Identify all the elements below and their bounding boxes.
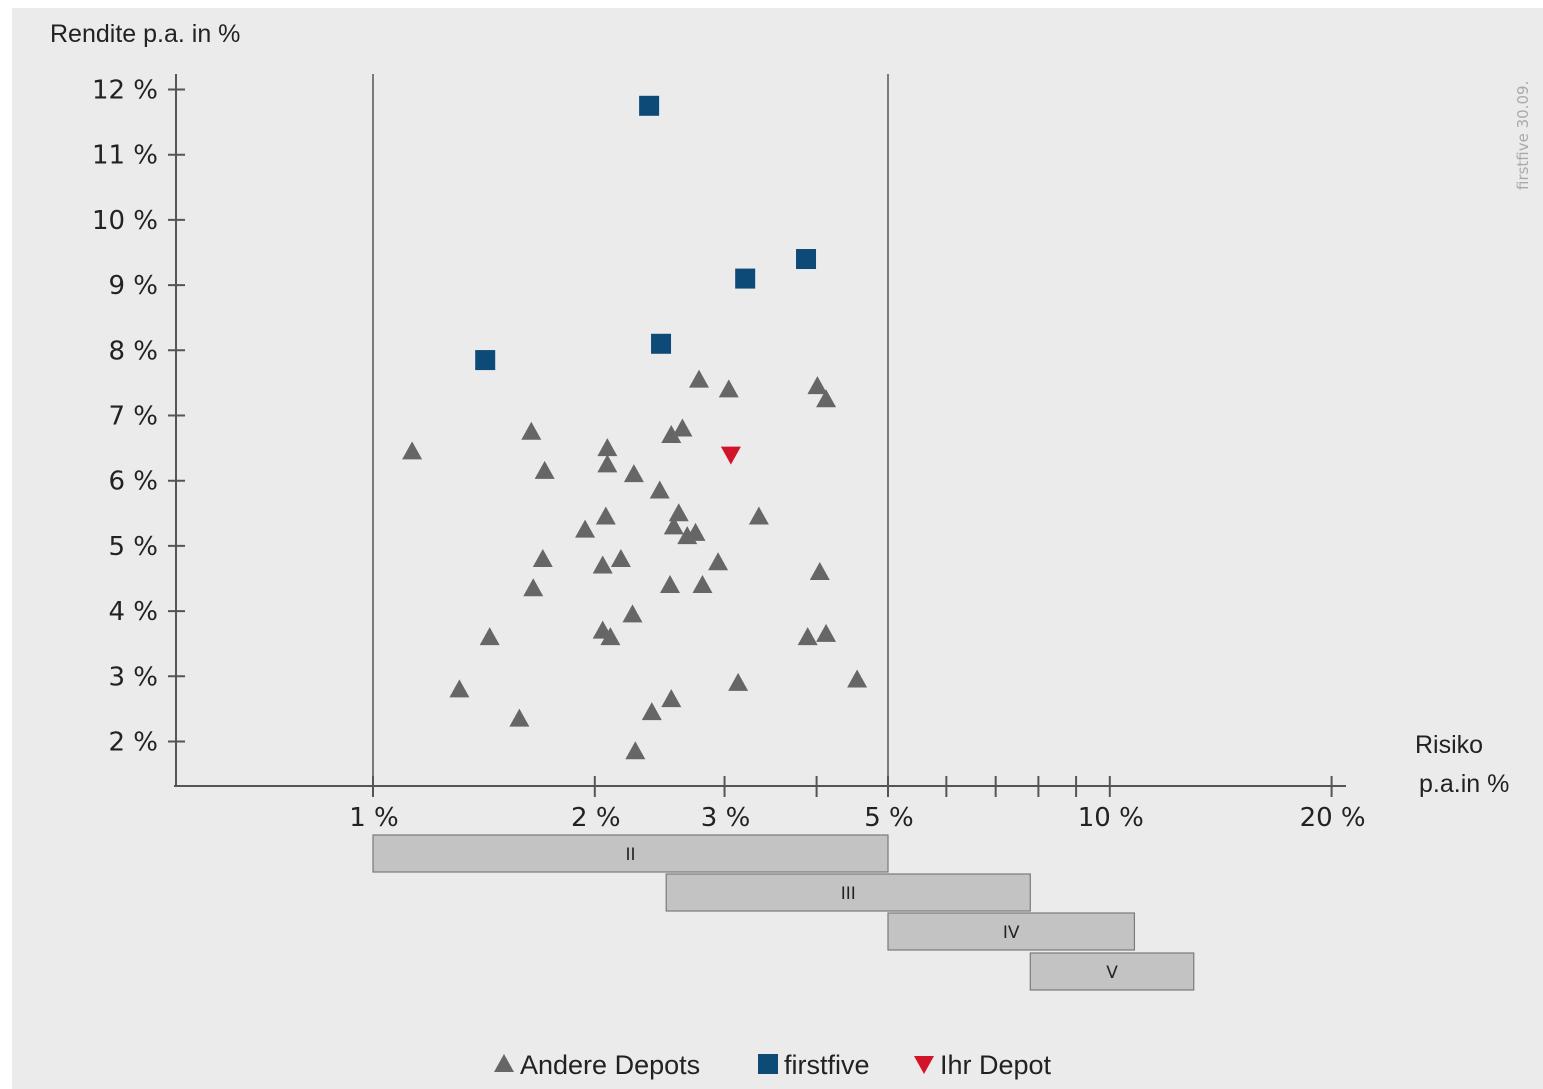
y-tick-label: 9 %	[108, 271, 158, 301]
y-tick-label: 6 %	[108, 467, 158, 497]
y-tick-label: 12 %	[92, 76, 158, 106]
point-andere-depots	[509, 708, 530, 727]
y-tick-label: 10 %	[92, 206, 158, 236]
point-andere-depots	[649, 480, 670, 499]
risk-band-label: IV	[1003, 923, 1020, 943]
data-points	[402, 95, 868, 760]
point-andere-depots	[668, 503, 689, 522]
point-andere-depots	[797, 627, 818, 646]
point-andere-depots	[625, 741, 646, 760]
x-axis-ticks: 1 % 2 % 3 % 5 % 10 % 20 %	[349, 776, 1366, 833]
x-axis-title-line1: Risiko	[1415, 731, 1483, 759]
point-andere-depots	[592, 555, 613, 574]
point-andere-depots	[623, 464, 644, 483]
point-andere-depots	[521, 421, 542, 440]
point-andere-depots	[718, 379, 739, 398]
y-tick-label: 11 %	[92, 141, 158, 171]
point-andere-depots	[402, 441, 423, 460]
point-andere-depots	[847, 669, 868, 688]
point-andere-depots	[663, 516, 684, 535]
risk-band-label: V	[1106, 963, 1118, 983]
point-andere-depots	[641, 702, 662, 721]
point-ihr-depot	[720, 446, 741, 465]
point-andere-depots	[689, 369, 710, 388]
x-tick-label: 3 %	[701, 803, 751, 833]
legend-label-andere-depots: Andere Depots	[520, 1050, 700, 1080]
point-andere-depots	[661, 689, 682, 708]
x-tick-label: 10 %	[1078, 803, 1144, 833]
point-firstfive	[735, 268, 756, 289]
x-tick-label: 5 %	[864, 803, 914, 833]
point-andere-depots	[532, 548, 553, 567]
point-andere-depots	[748, 506, 769, 525]
legend-label-ihr-depot: Ihr Depot	[940, 1050, 1052, 1080]
reference-lines	[372, 74, 889, 786]
point-andere-depots	[534, 460, 555, 479]
legend-marker-ihr-depot	[914, 1056, 934, 1074]
y-tick-label: 7 %	[108, 402, 158, 432]
legend: Andere Depots firstfive Ihr Depot	[494, 1050, 1052, 1080]
point-andere-depots	[610, 548, 631, 567]
point-andere-depots	[816, 623, 837, 642]
x-tick-label: 2 %	[571, 803, 621, 833]
point-firstfive	[651, 333, 672, 354]
point-andere-depots	[728, 672, 749, 691]
y-tick-label: 8 %	[108, 336, 158, 366]
point-andere-depots	[597, 438, 618, 457]
y-tick-label: 2 %	[108, 728, 158, 758]
point-andere-depots	[809, 561, 830, 580]
point-andere-depots	[816, 389, 837, 408]
risk-band-label: III	[841, 884, 856, 904]
point-andere-depots	[597, 454, 618, 473]
legend-label-firstfive: firstfive	[784, 1050, 870, 1080]
legend-marker-firstfive	[758, 1054, 778, 1074]
y-axis-title: Rendite p.a. in %	[50, 20, 240, 48]
risk-band	[665, 873, 1031, 912]
x-tick-label: 1 %	[349, 803, 399, 833]
axes	[174, 74, 1346, 787]
legend-marker-andere-depots	[494, 1054, 514, 1072]
point-firstfive	[639, 95, 660, 116]
point-andere-depots	[622, 604, 643, 623]
point-andere-depots	[600, 627, 621, 646]
point-firstfive	[796, 249, 817, 270]
point-andere-depots	[661, 425, 682, 444]
risk-band	[887, 912, 1136, 951]
point-andere-depots	[523, 578, 544, 597]
x-axis-title-line2: p.a.in %	[1419, 770, 1509, 798]
x-tick-label: 20 %	[1300, 803, 1366, 833]
y-tick-label: 4 %	[108, 597, 158, 627]
risk-band	[372, 834, 889, 873]
y-tick-label: 5 %	[108, 532, 158, 562]
point-firstfive	[475, 350, 496, 371]
point-andere-depots	[479, 627, 500, 646]
y-axis-ticks: 2 % 3 % 4 % 5 % 6 % 7 % 8 % 9 % 10 % 11 % 12 %	[92, 76, 185, 758]
point-andere-depots	[692, 575, 713, 594]
point-andere-depots	[685, 522, 706, 541]
point-andere-depots	[807, 376, 828, 395]
watermark-text: firstfive 30.09.	[1514, 81, 1532, 190]
point-andere-depots	[708, 552, 729, 571]
risk-band-label: II	[625, 845, 635, 865]
point-andere-depots	[449, 679, 470, 698]
point-andere-depots	[672, 418, 693, 437]
point-andere-depots	[595, 506, 616, 525]
y-tick-label: 3 %	[108, 662, 158, 692]
point-andere-depots	[660, 575, 681, 594]
risk-band	[1029, 952, 1195, 991]
watermark: firstfive 30.09.	[1514, 81, 1532, 190]
point-andere-depots	[575, 519, 596, 538]
